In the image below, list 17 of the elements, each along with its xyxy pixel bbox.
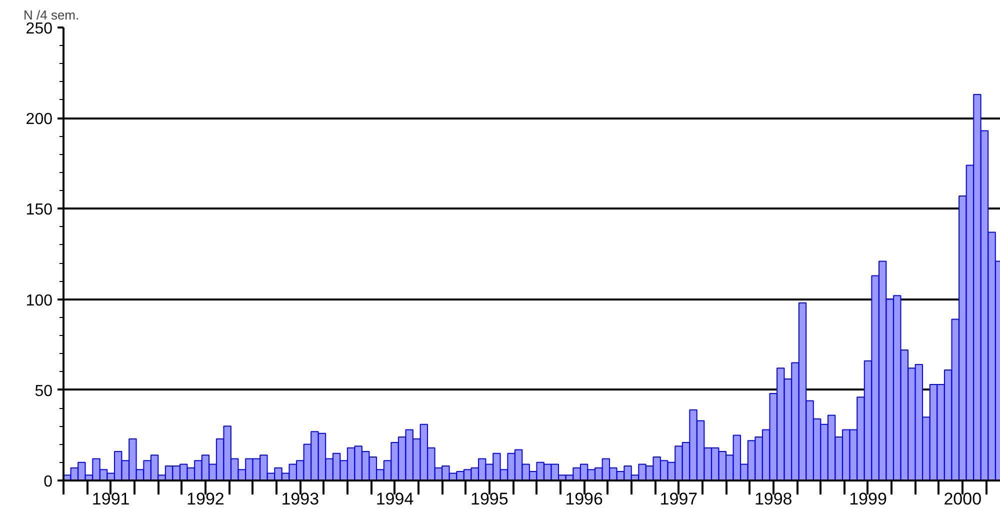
x-tick-label: 1993 [281,490,320,508]
y-tick-label: 200 [26,111,53,128]
y-tick-label: 100 [26,292,53,310]
y-axis-title: N /4 sem. [24,8,80,22]
x-tick-label: 1991 [92,490,130,508]
x-tick-label: 1992 [186,490,224,508]
y-tick-label: 250 [26,20,53,38]
y-tick-label: 150 [26,202,53,219]
x-tick-label: 2000 [944,490,982,508]
x-tick-label: 1996 [565,490,603,508]
x-tick-label: 1999 [849,490,887,508]
x-tick-label: 1998 [754,490,792,508]
x-tick-label: 1997 [660,490,698,508]
x-tick-label: 1994 [376,490,414,508]
x-tick-label: 1995 [470,490,508,508]
y-tick-label: 50 [34,382,53,400]
y-tick-label: 0 [44,474,53,490]
